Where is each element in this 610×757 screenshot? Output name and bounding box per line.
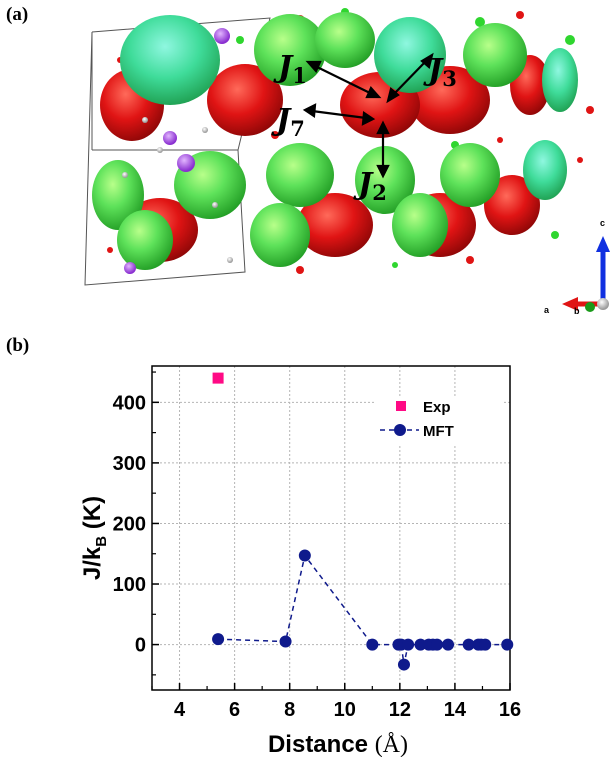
data-point-mft bbox=[431, 638, 444, 651]
j2-label: J2 bbox=[353, 167, 387, 205]
atoms bbox=[122, 28, 233, 274]
axis-b-label: b bbox=[574, 306, 580, 316]
data-point-mft bbox=[442, 638, 455, 651]
y-tick-label: 300 bbox=[113, 453, 146, 475]
x-tick-label: 6 bbox=[229, 699, 240, 721]
y-tick-label: 100 bbox=[113, 574, 146, 596]
legend-mft-marker bbox=[394, 424, 406, 436]
y-tick-label: 0 bbox=[135, 635, 146, 657]
x-tick-label: 4 bbox=[174, 699, 186, 721]
axis-a-label: a bbox=[544, 305, 550, 315]
data-point-exp bbox=[212, 372, 224, 384]
crystal-axes-indicator: c a b bbox=[544, 218, 610, 316]
j7-label: J7 bbox=[271, 103, 305, 141]
legend-mft-label: MFT bbox=[423, 423, 454, 440]
legend: Exp MFT bbox=[375, 396, 502, 446]
x-tick-labels: 4 6 8 10 12 14 16 bbox=[174, 699, 521, 721]
j1-label: J1 bbox=[273, 50, 307, 88]
x-tick-label: 14 bbox=[444, 699, 467, 721]
y-axis-title: J/kB (K) bbox=[79, 496, 110, 580]
data-point-mft bbox=[501, 638, 514, 651]
legend-exp-marker bbox=[396, 401, 406, 411]
x-axis-title: Distance (Å) bbox=[268, 731, 408, 757]
axis-ticks bbox=[151, 371, 511, 690]
axis-c-label: c bbox=[600, 218, 605, 228]
data-point-mft bbox=[298, 549, 311, 562]
series-line-mft bbox=[218, 553, 508, 665]
data-point-mft bbox=[366, 638, 379, 651]
panel-label-b: (b) bbox=[6, 335, 30, 356]
j3-label: J3 bbox=[423, 53, 457, 91]
legend-exp-label: Exp bbox=[423, 399, 451, 416]
data-point-mft bbox=[402, 638, 415, 651]
x-tick-label: 16 bbox=[499, 699, 521, 721]
unit-cell-outline bbox=[84, 17, 271, 286]
data-point-mft bbox=[462, 638, 475, 651]
exchange-labels: J1 J3 J7 J2 bbox=[271, 50, 457, 205]
x-tick-label: 12 bbox=[389, 699, 411, 721]
y-tick-label: 200 bbox=[113, 513, 146, 535]
data-point-mft bbox=[279, 635, 292, 648]
y-tick-labels: 0 100 200 300 400 bbox=[113, 392, 146, 656]
data-point-mft bbox=[414, 638, 427, 651]
plot-frame bbox=[151, 365, 511, 691]
data-point-mft bbox=[397, 658, 410, 671]
panel-label-a: (a) bbox=[6, 4, 29, 25]
exchange-arrows bbox=[302, 52, 434, 179]
x-tick-label: 10 bbox=[334, 699, 356, 721]
spin-density-figure: J1 J3 J7 J2 c a b bbox=[84, 8, 610, 316]
data-point-mft bbox=[479, 638, 492, 651]
y-tick-label: 400 bbox=[113, 392, 146, 414]
data-point-mft bbox=[212, 633, 225, 646]
data-series bbox=[212, 372, 514, 671]
x-tick-label: 8 bbox=[284, 699, 295, 721]
